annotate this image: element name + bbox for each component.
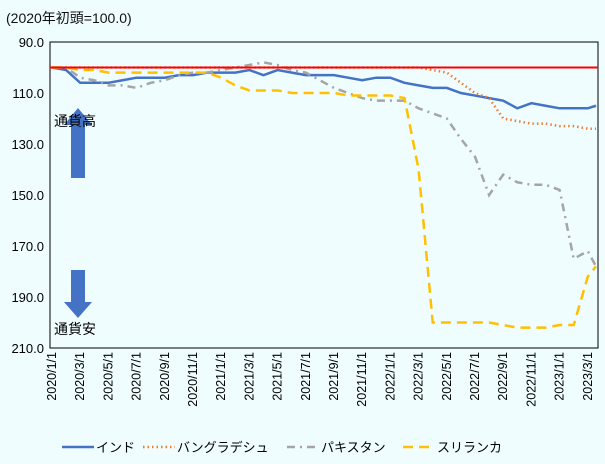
y-tick-label: 110.0 bbox=[12, 86, 44, 101]
arrow-down-icon bbox=[64, 270, 92, 318]
annotation-up: 通貨高 bbox=[54, 113, 96, 129]
x-tick-label: 2021/11/1 bbox=[355, 352, 369, 407]
legend-label-2: パキスタン bbox=[321, 440, 386, 455]
x-tick-label: 2021/1/1 bbox=[214, 352, 228, 401]
x-tick-label: 2022/7/1 bbox=[468, 352, 482, 401]
legend-label-0: インド bbox=[96, 440, 135, 455]
x-tick-label: 2023/3/1 bbox=[581, 352, 595, 401]
y-tick-label: 170.0 bbox=[11, 239, 44, 254]
annotation-down: 通貨安 bbox=[54, 321, 96, 337]
x-tick-label: 2021/5/1 bbox=[271, 352, 285, 401]
y-tick-label: 150.0 bbox=[11, 188, 44, 203]
series-line-2 bbox=[52, 61, 598, 267]
x-tick-label: 2020/1/1 bbox=[45, 352, 59, 401]
series-line-0 bbox=[51, 66, 597, 110]
y-tick-label: 210.0 bbox=[11, 341, 44, 356]
x-tick-label: 2022/11/1 bbox=[524, 352, 538, 407]
x-tick-label: 2020/5/1 bbox=[101, 352, 115, 401]
plot-area bbox=[49, 41, 599, 349]
series-line-1 bbox=[52, 66, 596, 130]
x-tick-label: 2021/7/1 bbox=[299, 352, 313, 401]
x-tick-label: 2020/9/1 bbox=[158, 352, 172, 401]
arrow-up-icon bbox=[64, 108, 92, 178]
y-tick-label: 190.0 bbox=[11, 290, 44, 305]
y-tick-label: 90.0 bbox=[19, 35, 44, 50]
x-tick-label: 2021/9/1 bbox=[327, 352, 341, 401]
x-tick-label: 2022/1/1 bbox=[383, 352, 397, 401]
x-tick-label: 2020/7/1 bbox=[130, 352, 144, 401]
unit-note: (2020年初頭=100.0) bbox=[6, 10, 132, 26]
x-tick-label: 2022/5/1 bbox=[440, 352, 454, 401]
legend-label-1: バングラデシュ bbox=[177, 440, 269, 455]
y-tick-label: 130.0 bbox=[11, 137, 44, 152]
x-tick-label: 2022/9/1 bbox=[496, 352, 510, 401]
x-tick-label: 2020/11/1 bbox=[186, 352, 200, 407]
x-tick-label: 2020/3/1 bbox=[73, 352, 87, 401]
x-tick-label: 2021/3/1 bbox=[242, 352, 256, 401]
x-tick-label: 2023/1/1 bbox=[553, 352, 567, 401]
series-line-3 bbox=[52, 66, 597, 329]
x-tick-label: 2022/3/1 bbox=[412, 352, 426, 401]
legend-label-3: スリランカ bbox=[437, 440, 502, 455]
